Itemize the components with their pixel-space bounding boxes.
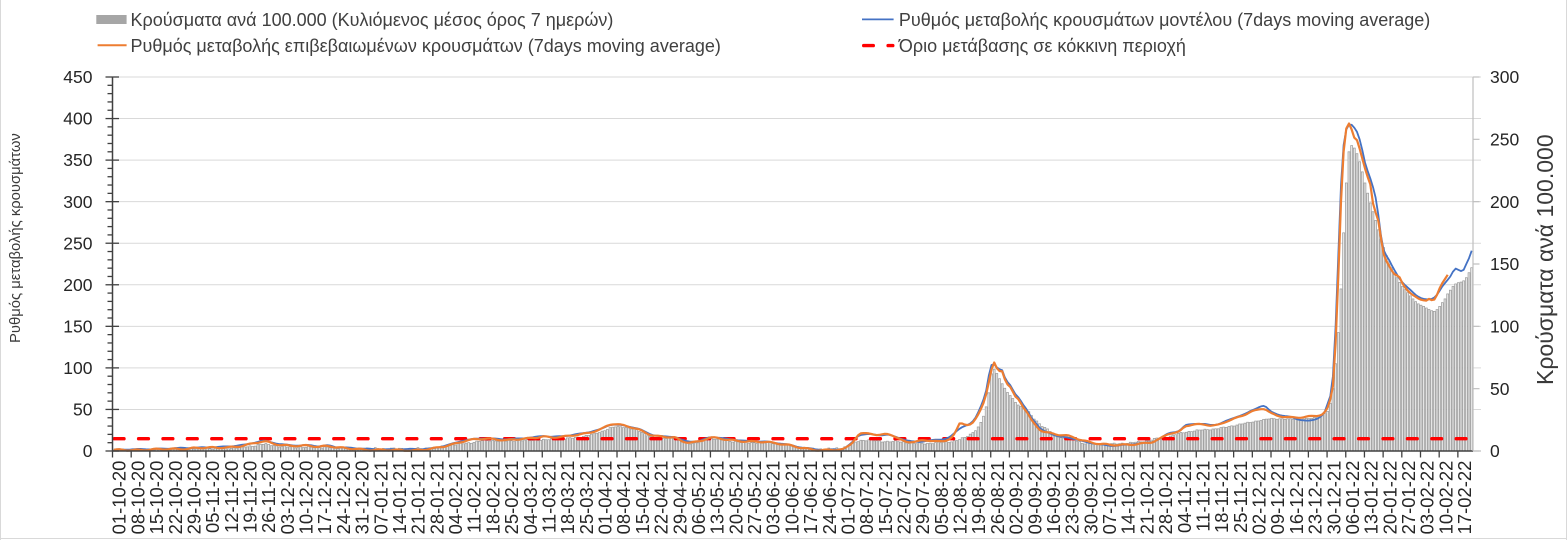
svg-text:11-02-21: 11-02-21 [464, 461, 485, 533]
svg-text:12-11-20: 12-11-20 [221, 461, 242, 533]
svg-text:10-02-22: 10-02-22 [1435, 461, 1456, 535]
svg-text:05-11-20: 05-11-20 [202, 461, 223, 533]
svg-text:11-03-21: 11-03-21 [538, 461, 559, 533]
svg-text:300: 300 [63, 192, 92, 212]
svg-text:26-08-21: 26-08-21 [987, 461, 1008, 535]
svg-text:16-09-21: 16-09-21 [1043, 461, 1064, 535]
svg-text:20-01-22: 20-01-22 [1379, 461, 1400, 535]
svg-text:15-07-21: 15-07-21 [875, 461, 896, 535]
svg-text:29-04-21: 29-04-21 [669, 461, 690, 535]
svg-text:200: 200 [1490, 192, 1519, 212]
svg-text:06-05-21: 06-05-21 [688, 461, 709, 535]
svg-text:04-11-21: 04-11-21 [1174, 461, 1195, 533]
svg-text:10-12-20: 10-12-20 [296, 461, 317, 535]
svg-text:Ρυθμός μεταβολής κρουσμάτων μο: Ρυθμός μεταβολής κρουσμάτων μοντέλου (7d… [899, 10, 1430, 30]
svg-text:Κρούσματα ανά 100.000 (Κυλιόμε: Κρούσματα ανά 100.000 (Κυλιόμενος μέσος … [131, 10, 614, 30]
svg-text:30-09-21: 30-09-21 [1080, 461, 1101, 535]
svg-text:24-06-21: 24-06-21 [819, 461, 840, 535]
svg-text:450: 450 [63, 67, 92, 87]
svg-text:Όριο μετάβασης σε κόκκινη περι: Όριο μετάβασης σε κόκκινη περιοχή [898, 36, 1186, 56]
svg-text:25-11-21: 25-11-21 [1230, 461, 1251, 533]
svg-text:02-12-21: 02-12-21 [1249, 461, 1270, 535]
svg-text:19-11-20: 19-11-20 [240, 461, 261, 533]
svg-text:Ρυθμός μεταβολής επιβεβαιωμένω: Ρυθμός μεταβολής επιβεβαιωμένων κρουσμάτ… [131, 36, 721, 56]
svg-text:25-02-21: 25-02-21 [501, 461, 522, 535]
svg-text:08-04-21: 08-04-21 [613, 461, 634, 535]
svg-text:24-12-20: 24-12-20 [333, 461, 354, 535]
svg-text:21-10-21: 21-10-21 [1136, 461, 1157, 535]
svg-text:21-01-21: 21-01-21 [408, 461, 429, 535]
svg-text:100: 100 [63, 358, 92, 378]
svg-text:07-01-21: 07-01-21 [370, 461, 391, 535]
svg-text:18-11-21: 18-11-21 [1211, 461, 1232, 533]
svg-text:50: 50 [73, 400, 93, 420]
svg-text:400: 400 [63, 109, 92, 129]
svg-text:01-04-21: 01-04-21 [595, 461, 616, 535]
svg-text:18-02-21: 18-02-21 [482, 461, 503, 535]
svg-text:27-01-22: 27-01-22 [1398, 461, 1419, 535]
svg-text:27-05-21: 27-05-21 [744, 461, 765, 535]
svg-text:02-09-21: 02-09-21 [1006, 461, 1027, 535]
svg-text:17-02-22: 17-02-22 [1454, 461, 1475, 535]
svg-text:23-09-21: 23-09-21 [1062, 461, 1083, 535]
svg-text:26-11-20: 26-11-20 [258, 461, 279, 533]
svg-text:150: 150 [63, 316, 92, 336]
svg-text:29-07-21: 29-07-21 [912, 461, 933, 535]
svg-text:04-03-21: 04-03-21 [520, 461, 541, 535]
svg-text:15-04-21: 15-04-21 [632, 461, 653, 535]
svg-text:20-05-21: 20-05-21 [725, 461, 746, 535]
svg-text:250: 250 [1490, 129, 1519, 149]
svg-text:Ρυθμός μεταβολής κρουσμάτων: Ρυθμός μεταβολής κρουσμάτων [8, 133, 24, 343]
svg-text:22-04-21: 22-04-21 [651, 461, 672, 535]
svg-text:08-07-21: 08-07-21 [856, 461, 877, 535]
svg-text:Κρούσματα ανά 100.000: Κρούσματα ανά 100.000 [1532, 134, 1558, 385]
svg-text:17-06-21: 17-06-21 [800, 461, 821, 535]
svg-text:150: 150 [1490, 254, 1519, 274]
svg-text:17-12-20: 17-12-20 [314, 461, 335, 535]
svg-text:0: 0 [1490, 441, 1500, 461]
svg-text:25-03-21: 25-03-21 [576, 461, 597, 535]
svg-text:11-11-21: 11-11-21 [1192, 461, 1213, 532]
svg-text:03-06-21: 03-06-21 [763, 461, 784, 535]
svg-text:30-12-21: 30-12-21 [1323, 461, 1344, 535]
svg-text:14-01-21: 14-01-21 [389, 461, 410, 535]
svg-text:28-10-21: 28-10-21 [1155, 461, 1176, 535]
svg-text:29-10-20: 29-10-20 [183, 461, 204, 535]
svg-text:04-02-21: 04-02-21 [445, 461, 466, 535]
svg-text:10-06-21: 10-06-21 [781, 461, 802, 535]
svg-text:0: 0 [83, 441, 93, 461]
svg-text:08-10-20: 08-10-20 [127, 461, 148, 535]
svg-text:05-08-21: 05-08-21 [931, 461, 952, 535]
svg-text:01-07-21: 01-07-21 [837, 461, 858, 535]
svg-text:06-01-22: 06-01-22 [1342, 461, 1363, 535]
svg-text:09-09-21: 09-09-21 [1024, 461, 1045, 535]
svg-text:03-12-20: 03-12-20 [277, 461, 298, 535]
svg-text:01-10-20: 01-10-20 [109, 461, 130, 535]
svg-text:16-12-21: 16-12-21 [1286, 461, 1307, 535]
svg-text:200: 200 [63, 275, 92, 295]
svg-text:28-01-21: 28-01-21 [426, 461, 447, 535]
svg-text:22-07-21: 22-07-21 [894, 461, 915, 535]
svg-text:19-08-21: 19-08-21 [968, 461, 989, 535]
svg-text:09-12-21: 09-12-21 [1267, 461, 1288, 535]
svg-text:31-12-20: 31-12-20 [352, 461, 373, 535]
svg-text:13-01-22: 13-01-22 [1361, 461, 1382, 535]
svg-text:100: 100 [1490, 316, 1519, 336]
svg-text:23-12-21: 23-12-21 [1305, 461, 1326, 535]
svg-text:07-10-21: 07-10-21 [1099, 461, 1120, 535]
svg-text:350: 350 [63, 150, 92, 170]
svg-text:03-02-22: 03-02-22 [1417, 461, 1438, 535]
svg-text:300: 300 [1490, 67, 1519, 87]
svg-text:15-10-20: 15-10-20 [146, 461, 167, 535]
svg-text:13-05-21: 13-05-21 [707, 461, 728, 535]
svg-text:14-10-21: 14-10-21 [1118, 461, 1139, 535]
svg-text:18-03-21: 18-03-21 [557, 461, 578, 535]
svg-text:50: 50 [1490, 379, 1510, 399]
svg-text:22-10-20: 22-10-20 [165, 461, 186, 535]
svg-text:12-08-21: 12-08-21 [950, 461, 971, 535]
svg-text:250: 250 [63, 233, 92, 253]
